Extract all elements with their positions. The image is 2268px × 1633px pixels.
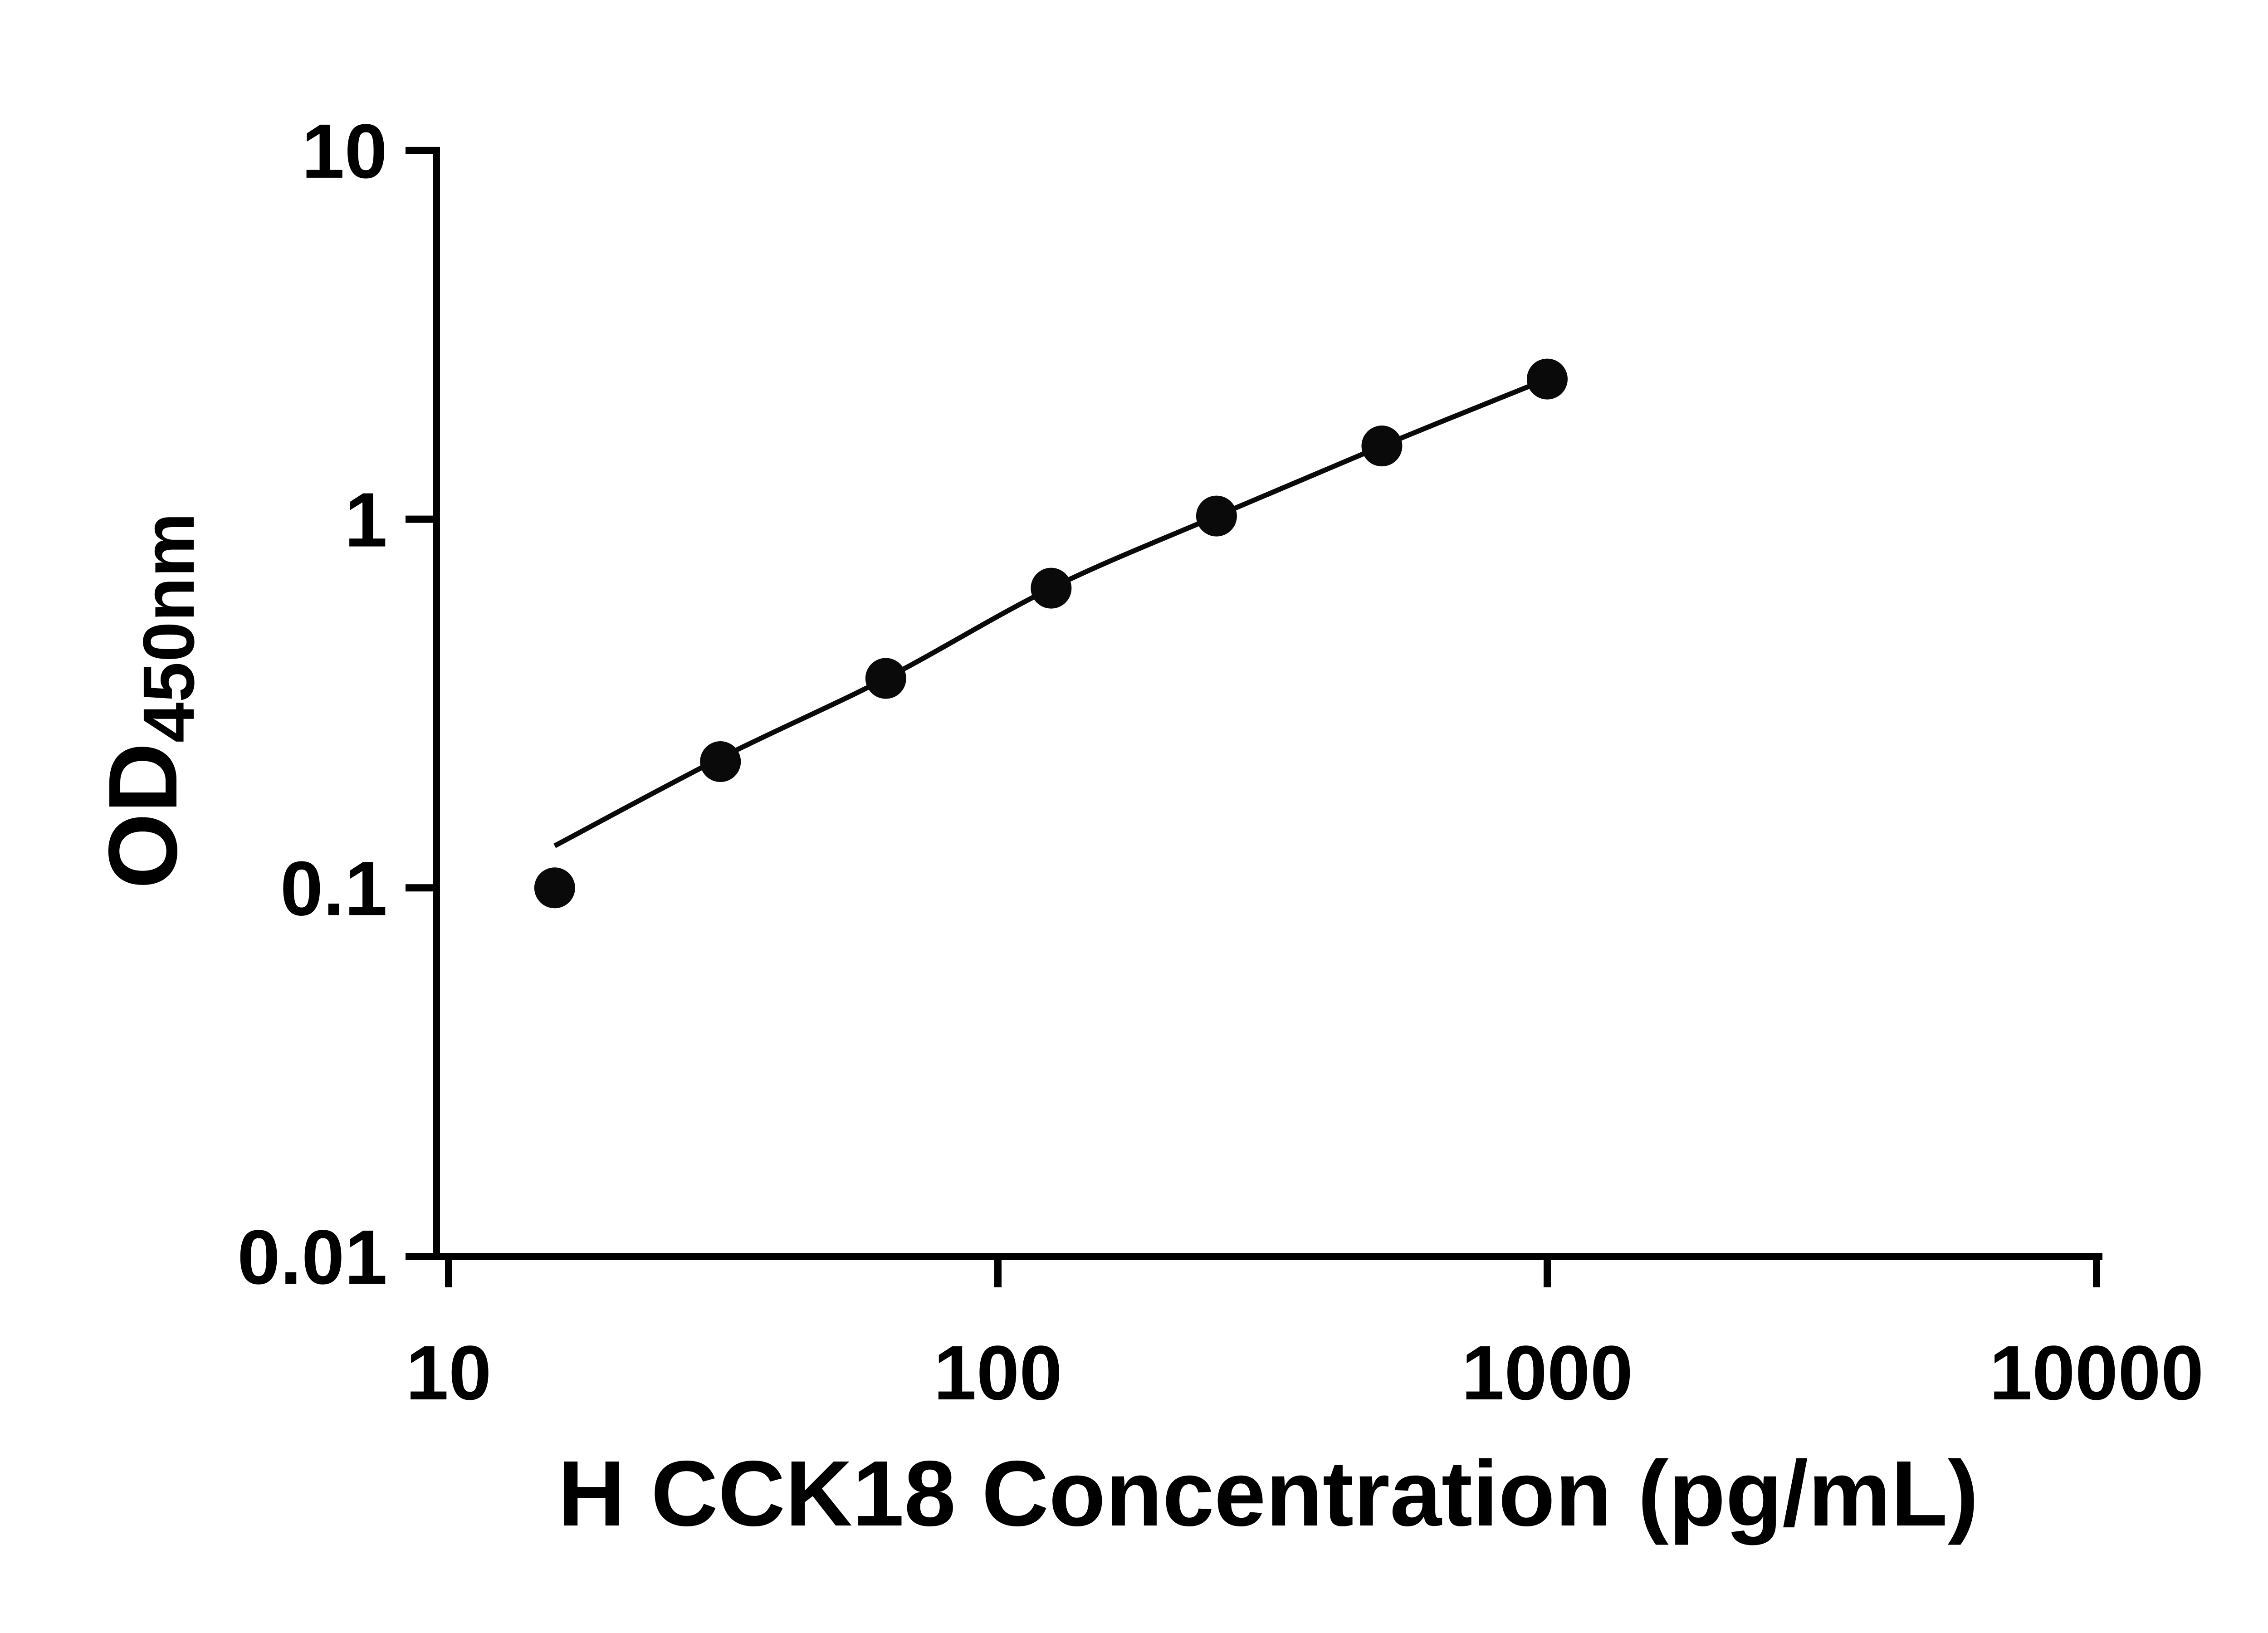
y-tick-label: 10 (302, 108, 387, 195)
data-point (1527, 358, 1568, 400)
data-point (534, 867, 575, 909)
y-axis-title-subscript: 450nm (128, 513, 209, 743)
y-axis-title: OD450nm (84, 497, 209, 905)
x-axis-title: H CCK18 Concentration (pg/mL) (558, 1442, 1979, 1545)
data-point (1031, 567, 1072, 609)
data-point (865, 658, 906, 699)
data-point (1361, 425, 1403, 467)
axis-lines (433, 147, 2102, 1260)
y-tick-label: 0.01 (237, 1214, 387, 1301)
x-tick-label: 1000 (1461, 1330, 1633, 1416)
x-tick-label: 100 (934, 1330, 1062, 1416)
y-tick-label: 0.1 (280, 846, 387, 932)
data-point (1196, 495, 1237, 537)
x-tick-label: 10 (406, 1330, 491, 1416)
y-tick-label: 1 (344, 477, 387, 563)
data-point (700, 741, 741, 782)
x-tick-label: 10000 (1989, 1330, 2204, 1416)
y-axis-title-main: OD (88, 743, 197, 889)
